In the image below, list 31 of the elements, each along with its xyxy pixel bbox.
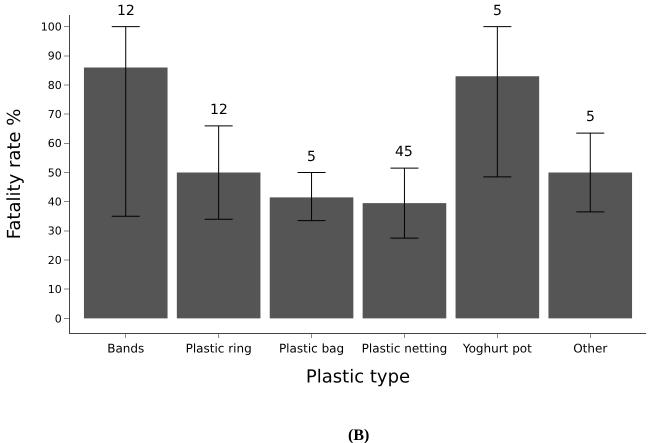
annotation: 12	[117, 3, 135, 19]
y-tick-label: 100	[40, 20, 62, 34]
bar	[548, 172, 632, 318]
y-tick-label: 40	[48, 196, 62, 209]
bar	[270, 197, 354, 318]
annotation: 5	[307, 149, 316, 165]
y-tick-label: 60	[48, 137, 62, 150]
annotation: 5	[586, 109, 595, 125]
x-tick-label: Bands	[107, 341, 144, 356]
x-tick-label: Other	[573, 341, 608, 356]
bar	[176, 172, 260, 318]
annotation: 45	[395, 144, 413, 160]
y-tick-label: 80	[48, 78, 62, 92]
x-tick-label: Yoghurt pot	[462, 341, 532, 356]
y-tick-label: 30	[48, 224, 62, 238]
y-tick-label: 50	[48, 166, 62, 180]
bar	[362, 203, 446, 318]
bar	[456, 76, 540, 318]
x-axis-title: Plastic type	[306, 366, 410, 388]
x-tick-label: Plastic netting	[362, 341, 448, 356]
annotation: 12	[210, 102, 228, 118]
y-tick-label: 20	[48, 254, 62, 267]
y-tick-label: 10	[48, 283, 62, 296]
x-tick-label: Plastic bag	[278, 341, 344, 356]
x-tick-label: Plastic ring	[186, 341, 252, 356]
y-tick-label: 70	[48, 108, 62, 122]
annotation: 5	[493, 3, 502, 19]
y-tick-label: 90	[48, 50, 62, 63]
bar	[84, 68, 168, 318]
y-axis-title: Fatality rate %	[4, 108, 25, 240]
y-tick-label: 0	[54, 312, 62, 326]
